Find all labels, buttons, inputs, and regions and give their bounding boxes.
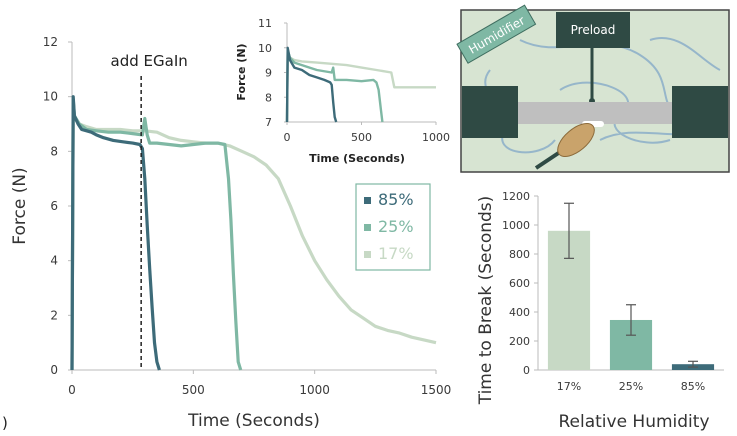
inset-y-axis-label: Force (N) [235, 43, 248, 100]
bar-x-axis-label: Relative Humidity [558, 412, 709, 432]
inset-series-line-17pct [285, 51, 436, 123]
inset-x-tick-label: 1000 [422, 131, 450, 144]
main-y-tick-label: 8 [50, 144, 58, 158]
main-y-tick-label: 12 [43, 35, 58, 49]
legend-entry-label: 17% [378, 244, 414, 263]
bar-y-tick-label: 400 [509, 306, 530, 319]
main-x-tick-label: 0 [68, 383, 76, 397]
humidifier-box [456, 4, 537, 64]
egain-annotation: add EGaIn [111, 52, 188, 70]
bar-y-tick-label: 0 [523, 364, 530, 377]
bar-y-axis-label: Time to Break (Seconds) [476, 196, 496, 406]
inset-y-tick-label: 8 [265, 91, 272, 104]
legend-entry-label: 85% [378, 190, 414, 209]
inset-chart: 7 8 9 10 11 0 500 1000 Time (Seconds) Force (N… [235, 17, 450, 165]
main-x-axis-label: Time (Seconds) [187, 411, 320, 431]
main-series-line-85pct [70, 95, 161, 371]
main-y-tick-label: 0 [50, 363, 58, 377]
main-x-tick-label: 1500 [421, 383, 452, 397]
inset-y-tick-label: 9 [265, 67, 272, 80]
main-y-tick-label: 10 [43, 90, 58, 104]
inset-y-tick-label: 7 [265, 116, 272, 129]
main-y-axis-label: Force (N) [10, 167, 30, 244]
legend-swatch [364, 251, 371, 258]
inset-x-axis-label: Time (Seconds) [309, 152, 405, 165]
bar-category-label: 85% [681, 380, 705, 393]
bar-y-tick-label: 1000 [502, 219, 530, 232]
bar-y-tick-label: 200 [509, 335, 530, 348]
inset-series-line-25pct [285, 49, 384, 123]
inset-y-tick-label: 11 [258, 17, 272, 30]
bar-y-tick-label: 600 [509, 277, 530, 290]
bar-category-label: 25% [619, 380, 643, 393]
bar-y-tick-label: 1200 [502, 190, 530, 203]
left-clamp [462, 86, 518, 138]
panel-label: ) [2, 414, 8, 432]
main-y-tick-label: 6 [50, 199, 58, 213]
main-x-tick-label: 500 [182, 383, 205, 397]
bar-chart: 0 200 400 600 800 1000 1200 17% 25% 85% Relative… [476, 190, 724, 432]
right-clamp [672, 86, 728, 138]
specimen-strip [518, 102, 672, 124]
main-series-line-17pct [70, 100, 437, 371]
inset-x-tick-label: 500 [351, 131, 372, 144]
preload-label: Preload [571, 23, 616, 37]
legend-entry-label: 25% [378, 217, 414, 236]
brush-head [557, 123, 595, 157]
inset-x-tick-label: 0 [284, 131, 291, 144]
inset-series-line-85pct [285, 46, 338, 123]
legend: 85% 25% 17% [355, 183, 431, 271]
bar-y-tick-label: 800 [509, 248, 530, 261]
main-x-tick-label: 1000 [299, 383, 330, 397]
legend-swatch [364, 197, 371, 204]
bar-category-label: 17% [557, 380, 581, 393]
schematic-diagram: Humidifier Preload [456, 4, 730, 173]
main-series-line-25pct [70, 97, 243, 371]
preload-box [556, 12, 630, 48]
main-chart: 0 2 4 6 8 10 12 0 500 1000 1500 add EGaIn Time (S… [10, 35, 451, 431]
main-y-tick-label: 4 [50, 254, 58, 268]
legend-swatch [364, 224, 371, 231]
main-y-tick-label: 2 [50, 308, 58, 322]
inset-y-tick-label: 10 [258, 42, 272, 55]
